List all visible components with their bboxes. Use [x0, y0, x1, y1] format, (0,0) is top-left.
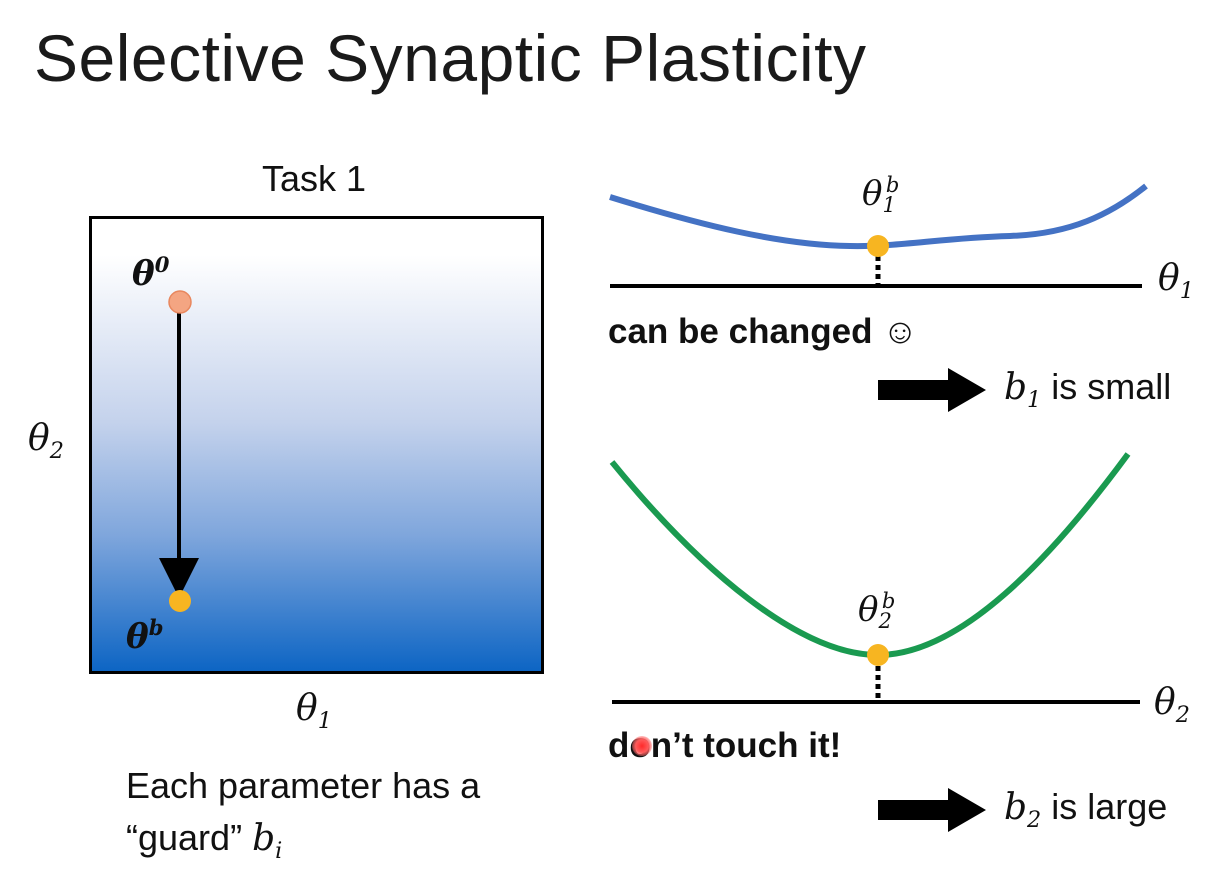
start-point-label: θ0	[132, 252, 170, 294]
bottom-optimum-point	[867, 644, 889, 666]
theta2-axis-label: θ2	[1154, 682, 1190, 729]
guard-caption: Each parameter has a “guard” bi	[126, 760, 480, 877]
theta1-axis-label: θ1	[1158, 258, 1194, 305]
top-loss-curve	[609, 183, 1148, 250]
can-be-changed-callout: can be changed ☺	[608, 312, 918, 351]
theta1-b-label: θ1b	[862, 172, 900, 218]
y-axis-label: θ2	[28, 418, 64, 465]
b2-result: b2 is large	[878, 786, 1167, 833]
start-point	[168, 290, 192, 314]
top-optimum-point	[867, 235, 889, 257]
end-point	[169, 590, 191, 612]
b1-result: b1 is small	[878, 366, 1171, 413]
laser-pointer	[632, 736, 652, 756]
end-point-label: θb	[126, 615, 164, 657]
right-arrow-icon	[878, 787, 986, 832]
task-label: Task 1	[262, 158, 367, 199]
slide-title: Selective Synaptic Plasticity	[34, 21, 867, 95]
guard-caption-line1: Each parameter has a	[126, 765, 481, 806]
guard-caption-line2: “guard” bi	[126, 817, 283, 865]
bottom-loss-curve	[609, 452, 1131, 659]
theta2-b-label: θ2b	[858, 588, 896, 634]
right-arrow-icon	[878, 367, 986, 412]
x-axis-label: θ1	[296, 688, 332, 735]
